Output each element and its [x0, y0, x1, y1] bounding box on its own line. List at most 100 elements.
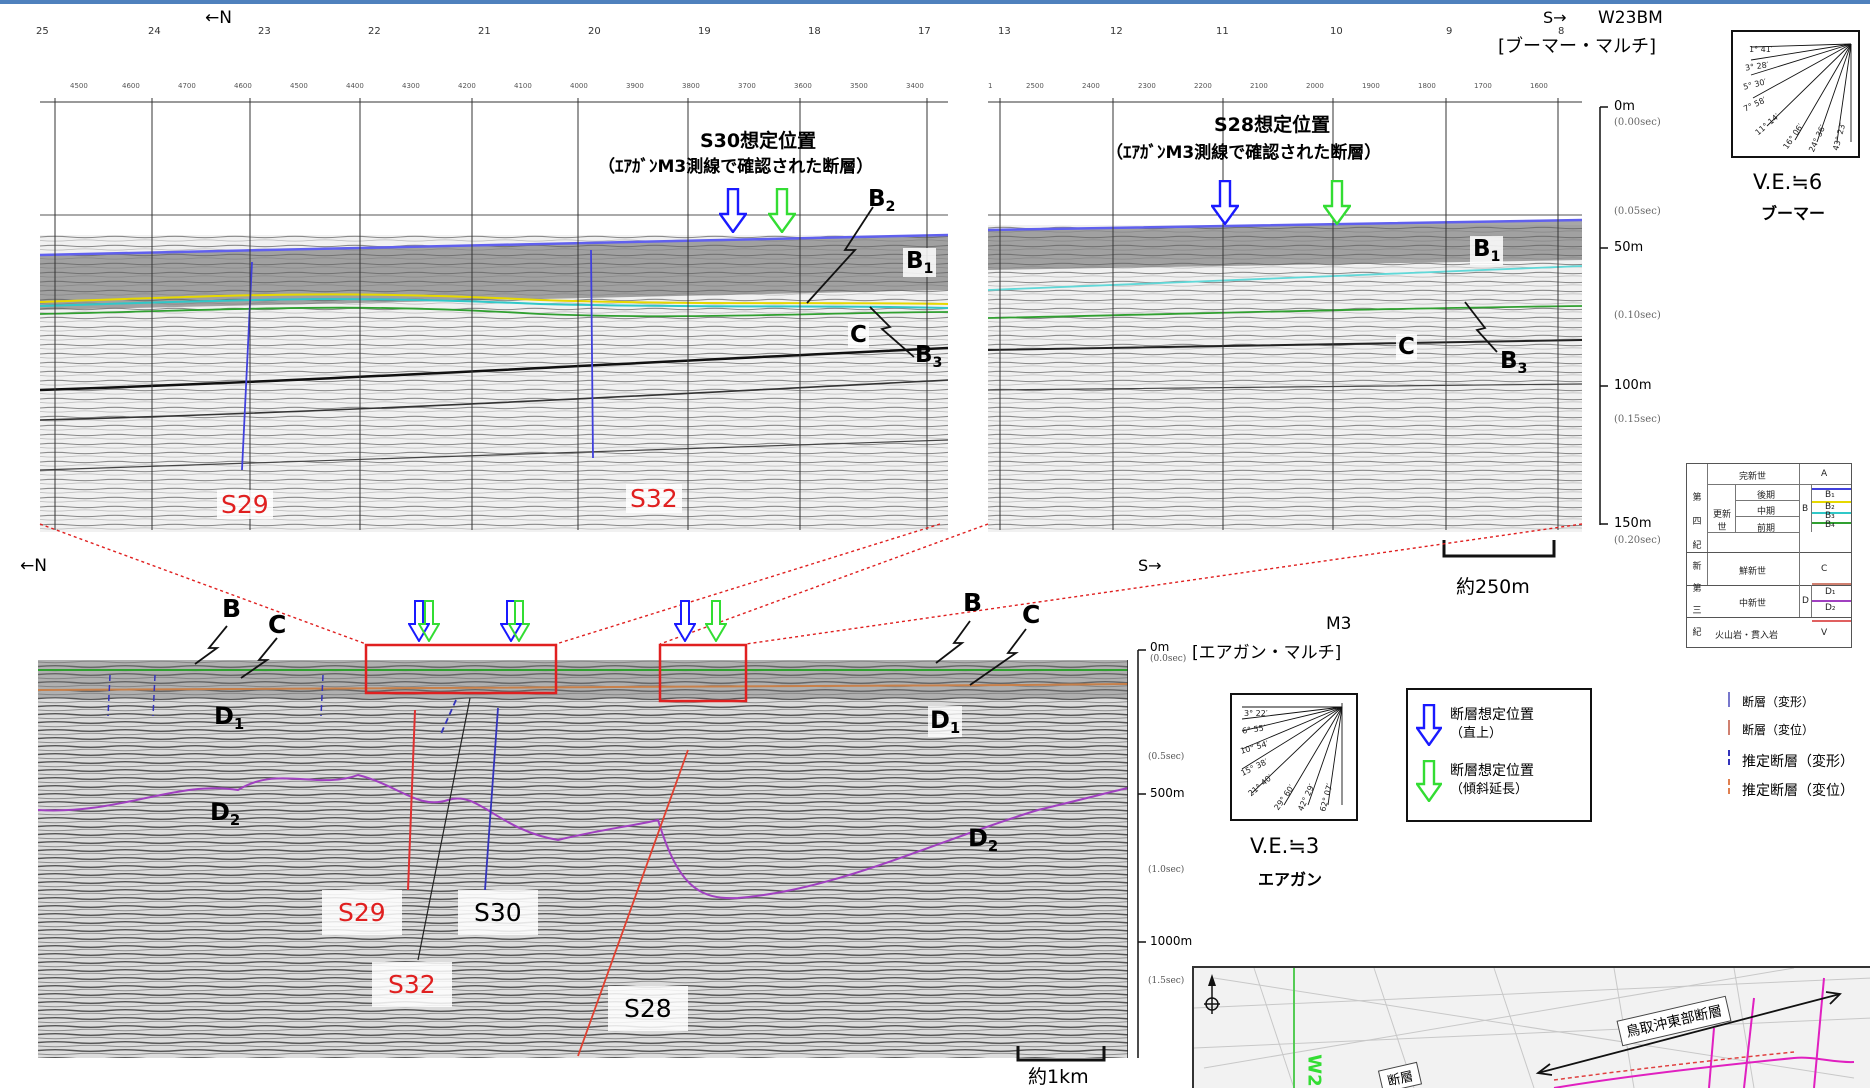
ve-label-airgun: V.E.≒3	[1250, 834, 1320, 858]
type-label-boomer: ブーマー	[1761, 204, 1826, 223]
horizon-label-c-bottom-left: C	[268, 610, 287, 639]
north-label-top: ←N	[205, 8, 232, 28]
legend-blue-label-2: （直上）	[1450, 726, 1503, 741]
angle-label: 10° 54′	[1239, 739, 1270, 756]
shot-number: 12	[1110, 26, 1123, 37]
depth-label: 0m	[1614, 99, 1635, 114]
cdp-row-top-left: 4500 4600 4700 4600 4500 4400 4300 4200 …	[70, 82, 930, 92]
angle-label: 29° 60′	[1272, 783, 1297, 812]
leader-lines-bottom-left	[194, 625, 278, 679]
time-label: (0.00sec)	[1614, 117, 1661, 128]
time-label: (1.5sec)	[1148, 976, 1185, 986]
cdp-number: 4600	[122, 82, 140, 90]
ve-fan-boomer	[1731, 30, 1860, 158]
holocene-label: 完新世	[1739, 472, 1767, 482]
b4-label: B₄	[1825, 520, 1835, 530]
airgun-section	[38, 643, 1128, 1058]
b2-label: B₂	[1825, 502, 1835, 512]
s28-title: S28想定位置	[1214, 114, 1331, 136]
b3-label: B₃	[1825, 511, 1835, 521]
cdp-number: 4200	[458, 82, 476, 90]
shot-number: 17	[918, 26, 931, 37]
shot-number: 23	[258, 26, 271, 37]
volcanic-label: 火山岩・貫入岩	[1715, 631, 1779, 641]
fault-label-s32-top: S32	[626, 484, 682, 513]
era-quaternary: 第四紀	[1692, 493, 1702, 551]
cdp-number: 3900	[626, 82, 644, 90]
legend-green-label-2: （傾斜延長）	[1450, 782, 1529, 797]
cdp-number: 4300	[402, 82, 420, 90]
angle-label: 3° 28′	[1744, 60, 1770, 73]
ve-label-boomer: V.E.≒6	[1753, 170, 1823, 194]
fault-label-s32-bottom: S32	[372, 962, 452, 1007]
angle-label: 11° 14′	[1753, 111, 1782, 138]
cdp-number: 3700	[738, 82, 756, 90]
cdp-number: 2200	[1194, 82, 1212, 90]
angle-label: 16° 06′	[1781, 122, 1806, 151]
arrow-down-icon-blue-s28	[1211, 180, 1239, 225]
shot-number: 18	[808, 26, 821, 37]
shot-number: 20	[588, 26, 601, 37]
s30-subtitle: （ｴｱｶﾞﾝM3測線で確認された断層）	[598, 157, 874, 177]
cdp-number: 2300	[1138, 82, 1156, 90]
shot-number-row-top-left: 25 24 23 22 21 20 19 18 17	[36, 26, 946, 40]
fault-label-s29-bottom: S29	[322, 890, 402, 935]
shot-number: 13	[998, 26, 1011, 37]
s30-title: S30想定位置	[700, 130, 817, 152]
time-label: (0.10sec)	[1614, 310, 1661, 321]
time-label: (0.5sec)	[1148, 752, 1185, 762]
angle-label: 7° 58′	[1742, 95, 1768, 114]
cdp-number: 1700	[1474, 82, 1492, 90]
angle-label: 24° 36′	[1807, 123, 1828, 154]
cdp-number: 4500	[70, 82, 88, 90]
depth-label: 1000m	[1150, 934, 1193, 948]
horizon-label-b2-top: B2	[868, 186, 896, 215]
shot-number: 21	[478, 26, 491, 37]
middle-pleistocene-label: 中期	[1757, 507, 1776, 517]
time-label: (0.15sec)	[1614, 414, 1661, 425]
legend-inferred-fault-displacement: 推定断層（変位）	[1742, 783, 1854, 799]
depth-scale-axis-bottom	[1137, 649, 1146, 1058]
unit-v-label: V	[1821, 628, 1828, 638]
horizon-label-d1-bottom-left: D1	[214, 702, 245, 734]
south-label-top: S→	[1543, 8, 1567, 27]
legend-green-label-1: 断層想定位置	[1450, 763, 1534, 779]
fan-airgun-angles: 3° 22′ 6° 55′ 10° 54′ 15° 38′ 21° 40′ 29…	[1230, 693, 1358, 821]
arrow-down-icon-blue-s30	[719, 188, 747, 233]
arrow-down-icon-green-s29	[418, 600, 440, 642]
arrow-down-icon-blue-s28-b	[674, 600, 696, 642]
horizon-label-d2-bottom-left: D2	[210, 798, 241, 830]
pliocene-label: 鮮新世	[1739, 567, 1767, 577]
cdp-number: 1900	[1362, 82, 1380, 90]
fault-line-legend: 断層（変形） 断層（変位） 推定断層（変形） 推定断層（変位）	[1728, 690, 1868, 805]
depth-label: 0m	[1150, 640, 1170, 654]
legend-blue-label-1: 断層想定位置	[1450, 707, 1534, 723]
horizon-label-c-top-left: C	[848, 322, 869, 348]
angle-label: 3° 22′	[1244, 709, 1268, 718]
late-pleistocene-label: 後期	[1757, 491, 1776, 501]
angle-label: 1° 41′	[1749, 45, 1773, 54]
leader-line-b3	[869, 306, 915, 358]
shot-number: 25	[36, 26, 49, 37]
angle-label: 21° 40′	[1246, 772, 1275, 799]
horizon-label-c-top-right: C	[1396, 334, 1417, 360]
cdp-number: 3600	[794, 82, 812, 90]
type-label-airgun: エアガン	[1258, 870, 1323, 889]
scale-bar-label-top: 約250m	[1456, 576, 1530, 598]
boomer-section-right	[988, 90, 1582, 532]
arrow-legend-box: 断層想定位置 （直上） 断層想定位置 （傾斜延長）	[1406, 688, 1592, 822]
ve-fan-airgun	[1230, 693, 1358, 821]
s28-subtitle: （ｴｱｶﾞﾝM3測線で確認された断層）	[1106, 143, 1382, 163]
source-label-top: [ブーマー・マルチ]	[1498, 36, 1657, 57]
horizon-label-c-bottom-right: C	[1022, 600, 1041, 629]
connector-lines	[39, 523, 1583, 645]
depth-scale-axis-top	[1599, 106, 1608, 525]
shot-number: 11	[1216, 26, 1229, 37]
horizon-label-d1-bottom-right: D1	[928, 706, 963, 738]
cdp-number: 2000	[1306, 82, 1324, 90]
boomer-section-left	[40, 90, 948, 532]
leader-line-b2	[806, 206, 874, 304]
source-label-bottom: [エアガン・マルチ]	[1192, 643, 1342, 663]
arrow-down-icon-green-s28-b	[705, 600, 727, 642]
era-neogene: 新第三紀	[1692, 562, 1702, 638]
